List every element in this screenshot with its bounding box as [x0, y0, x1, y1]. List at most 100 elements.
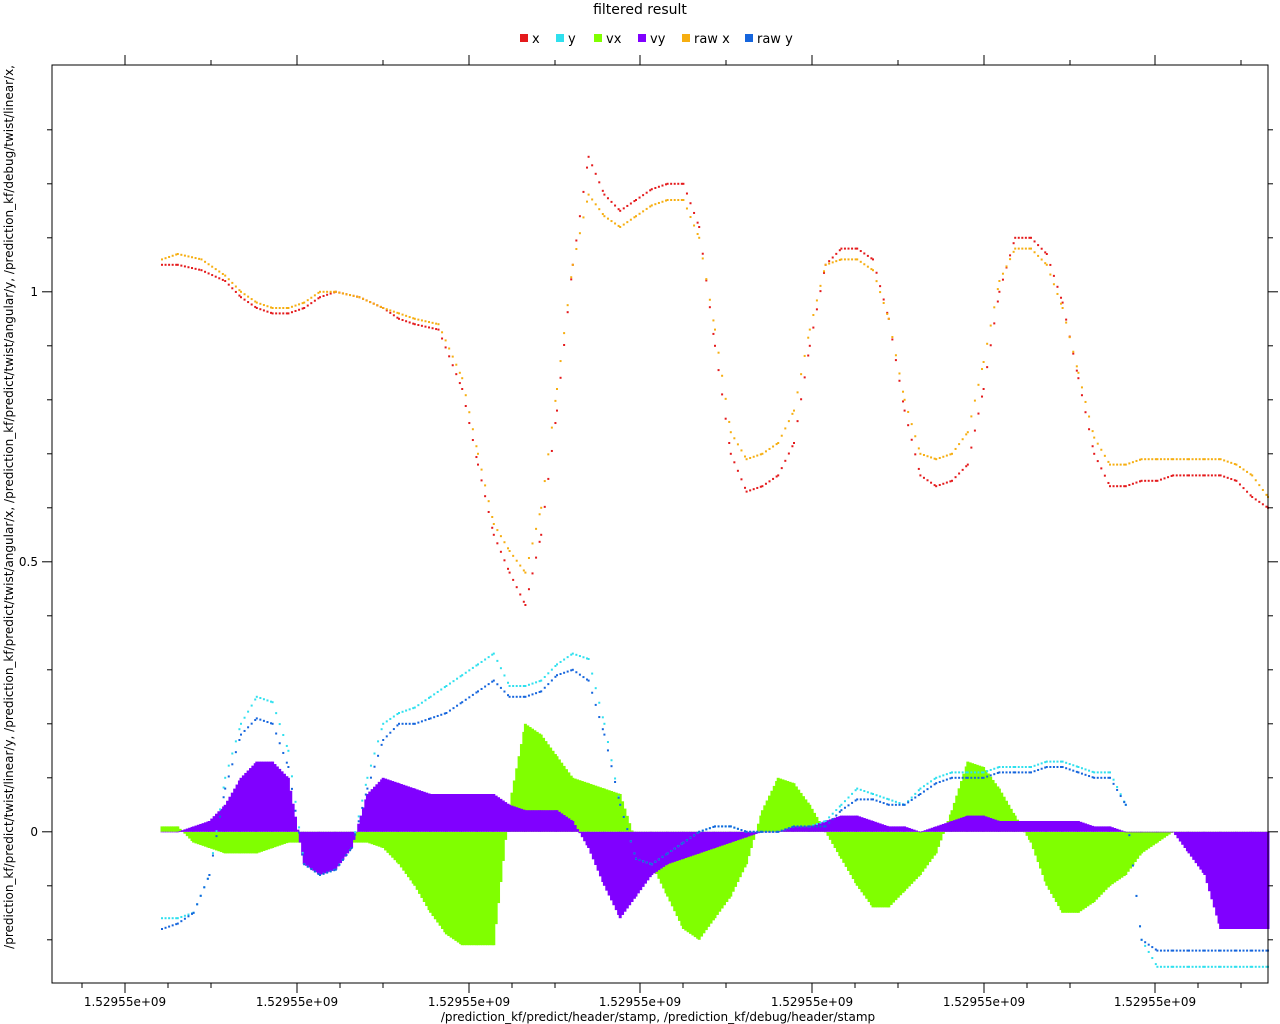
point-raw-y-90 — [445, 712, 448, 714]
bar-vx-315 — [871, 831, 875, 908]
point-raw-x-16 — [214, 268, 217, 271]
bar-vx-258 — [743, 831, 747, 868]
point-raw-y-328 — [1198, 949, 1201, 952]
point-x-170 — [708, 306, 711, 309]
bar-vx-289 — [813, 812, 817, 832]
bar-vy-192 — [594, 831, 598, 866]
point-x-228 — [891, 338, 894, 341]
bar-vy-383 — [1025, 821, 1029, 832]
bar-vx-359 — [971, 763, 975, 832]
bar-vy-70 — [318, 831, 322, 875]
point-raw-y-261 — [986, 775, 989, 778]
point-raw-y-40 — [287, 766, 290, 768]
point-raw-x-132 — [587, 193, 590, 196]
point-x-83 — [431, 327, 434, 330]
point-x-265 — [1009, 254, 1012, 257]
bar-vy-379 — [1016, 821, 1020, 832]
point-raw-x-102 — [492, 523, 495, 525]
point-raw-x-100 — [487, 500, 490, 503]
bar-vy-311 — [862, 818, 866, 832]
point-x-242 — [935, 485, 938, 488]
bar-vx-37 — [244, 831, 248, 854]
bar-vx-182 — [571, 777, 575, 832]
point-raw-y-46 — [306, 865, 309, 868]
point-y-316 — [1159, 965, 1162, 968]
bar-vx-252 — [729, 831, 733, 897]
point-y-41 — [290, 775, 293, 778]
point-x-135 — [598, 181, 601, 184]
point-y-87 — [436, 690, 439, 693]
point-y-270 — [1014, 766, 1017, 768]
point-y-339 — [1233, 965, 1236, 968]
bar-vy-78 — [336, 831, 340, 867]
point-raw-y-221 — [859, 798, 862, 801]
point-raw-y-249 — [949, 777, 952, 780]
bar-vy-186 — [580, 831, 584, 838]
bar-vy-52 — [278, 768, 282, 832]
bar-vx-389 — [1038, 831, 1042, 869]
bar-vy-83 — [348, 831, 352, 851]
bar-vy-25 — [217, 811, 221, 832]
point-raw-x-243 — [938, 456, 941, 459]
bar-vy-322 — [887, 826, 891, 832]
point-raw-x-119 — [547, 453, 550, 456]
bar-vx-1 — [162, 826, 166, 832]
bar-vx-421 — [1110, 831, 1114, 885]
bar-vy-135 — [465, 794, 469, 832]
bar-vx-34 — [237, 831, 241, 854]
bar-vx-147 — [492, 831, 496, 946]
point-raw-y-96 — [464, 698, 467, 701]
bar-vy-398 — [1059, 821, 1063, 832]
point-raw-x-20 — [227, 278, 230, 281]
point-raw-y-160 — [666, 852, 669, 855]
point-raw-y-257 — [973, 776, 976, 779]
bar-vy-448 — [1171, 831, 1175, 833]
bar-vx-334 — [914, 831, 918, 880]
point-x-209 — [831, 256, 834, 259]
point-raw-x-157 — [666, 199, 669, 201]
point-raw-x-175 — [724, 397, 727, 400]
point-raw-y-247 — [942, 779, 945, 782]
bar-vy-147 — [492, 794, 496, 832]
bar-vx-139 — [474, 831, 478, 946]
bar-vx-152 — [504, 831, 508, 840]
point-x-246 — [949, 480, 952, 483]
point-raw-x-174 — [721, 374, 724, 377]
point-y-85 — [429, 695, 432, 698]
point-y-265 — [998, 766, 1001, 768]
bar-vy-228 — [675, 831, 679, 861]
bar-vy-47 — [267, 761, 271, 832]
point-raw-y-291 — [1080, 772, 1083, 775]
bar-vx-102 — [391, 831, 395, 858]
point-raw-y-298 — [1103, 776, 1106, 779]
point-x-116 — [538, 540, 541, 543]
point-raw-y-330 — [1203, 949, 1206, 952]
bar-vy-68 — [314, 831, 318, 873]
point-raw-y-211 — [828, 821, 831, 824]
x-axis-label: /prediction_kf/predict/header/stamp, /pr… — [441, 1010, 875, 1024]
point-x-194 — [784, 459, 787, 462]
point-raw-y-74 — [396, 724, 399, 727]
point-x-173 — [717, 369, 720, 372]
bar-vy-425 — [1120, 830, 1124, 832]
point-raw-x-54 — [334, 290, 337, 293]
point-raw-y-323 — [1182, 949, 1185, 952]
bar-vy-169 — [542, 810, 546, 832]
point-raw-x-274 — [1037, 254, 1040, 257]
bar-vy-53 — [280, 771, 284, 832]
bar-vy-175 — [555, 810, 559, 832]
point-x-257 — [982, 388, 985, 390]
bar-vx-316 — [873, 831, 877, 908]
bar-vx-346 — [941, 831, 945, 834]
bar-vx-362 — [978, 765, 982, 832]
point-x-20 — [227, 283, 230, 286]
bar-vx-280 — [792, 783, 796, 832]
bar-vy-286 — [806, 826, 810, 832]
bar-vx-98 — [381, 831, 385, 848]
point-y-334 — [1218, 965, 1221, 968]
bar-vy-446 — [1167, 831, 1171, 833]
point-raw-x-145 — [629, 218, 632, 221]
point-y-130 — [571, 652, 574, 655]
point-raw-x-193 — [780, 434, 783, 437]
legend-label-x: x — [532, 32, 540, 47]
